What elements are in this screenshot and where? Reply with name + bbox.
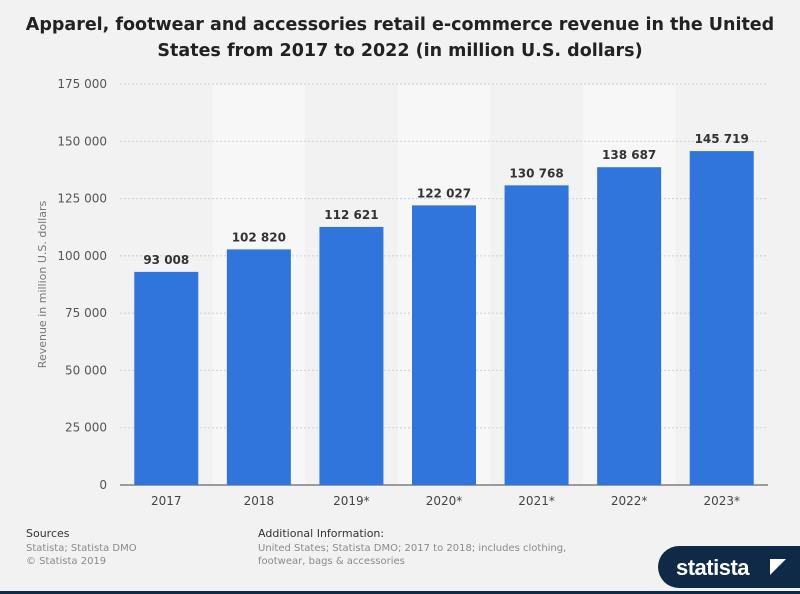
bar xyxy=(134,271,199,485)
y-tick-label: 150 000 xyxy=(57,134,107,148)
bar xyxy=(226,249,291,485)
footer-accent-line xyxy=(0,591,800,594)
bar xyxy=(319,226,384,486)
x-tick-label: 2017 xyxy=(151,494,182,508)
chart-title: Apparel, footwear and accessories retail… xyxy=(25,15,775,61)
statista-wordmark: statista xyxy=(676,555,750,580)
bar xyxy=(689,151,754,485)
data-label: 138 687 xyxy=(602,148,656,162)
x-tick-label: 2022* xyxy=(611,494,648,508)
x-tick-label: 2020* xyxy=(426,494,463,508)
x-tick-label: 2021* xyxy=(518,494,555,508)
y-tick-label: 50 000 xyxy=(65,363,107,377)
bar xyxy=(504,185,569,485)
data-label: 130 768 xyxy=(509,166,563,180)
additional-info-text: United States; Statista DMO; 2017 to 201… xyxy=(258,543,567,567)
x-tick-label: 2023* xyxy=(703,494,740,508)
data-label: 102 820 xyxy=(232,230,286,244)
bar xyxy=(597,167,662,485)
statista-logo-icon xyxy=(770,559,786,575)
additional-info-header: Additional Information: xyxy=(258,527,385,540)
copyright-text: © Statista 2019 xyxy=(26,556,107,567)
statista-logo[interactable]: statista xyxy=(658,546,800,588)
y-tick-label: 175 000 xyxy=(57,77,107,91)
bar-chart: 0 25 000 50 000 75 000 100 000 125 000 150 000… xyxy=(36,77,768,508)
x-tick-label: 2018 xyxy=(244,494,275,508)
sources-block: Sources Statista; Statista DMO © Statist… xyxy=(26,527,137,568)
sources-text: Statista; Statista DMO xyxy=(26,543,137,554)
x-tick-label: 2019* xyxy=(333,494,370,508)
y-tick-label: 75 000 xyxy=(65,306,107,320)
y-tick-label: 100 000 xyxy=(57,249,107,263)
y-tick-label: 125 000 xyxy=(57,192,107,206)
y-tick-label: 0 xyxy=(99,478,107,492)
data-label: 93 008 xyxy=(143,253,189,267)
data-label: 112 621 xyxy=(324,208,378,222)
additional-info-block: Additional Information: United States; S… xyxy=(258,527,578,568)
sources-header: Sources xyxy=(26,527,70,540)
y-axis-title: Revenue in million U.S. dollars xyxy=(36,201,49,369)
y-tick-label: 25 000 xyxy=(65,421,107,435)
data-label: 145 719 xyxy=(695,132,749,146)
data-label: 122 027 xyxy=(417,186,471,200)
bar xyxy=(412,205,476,485)
